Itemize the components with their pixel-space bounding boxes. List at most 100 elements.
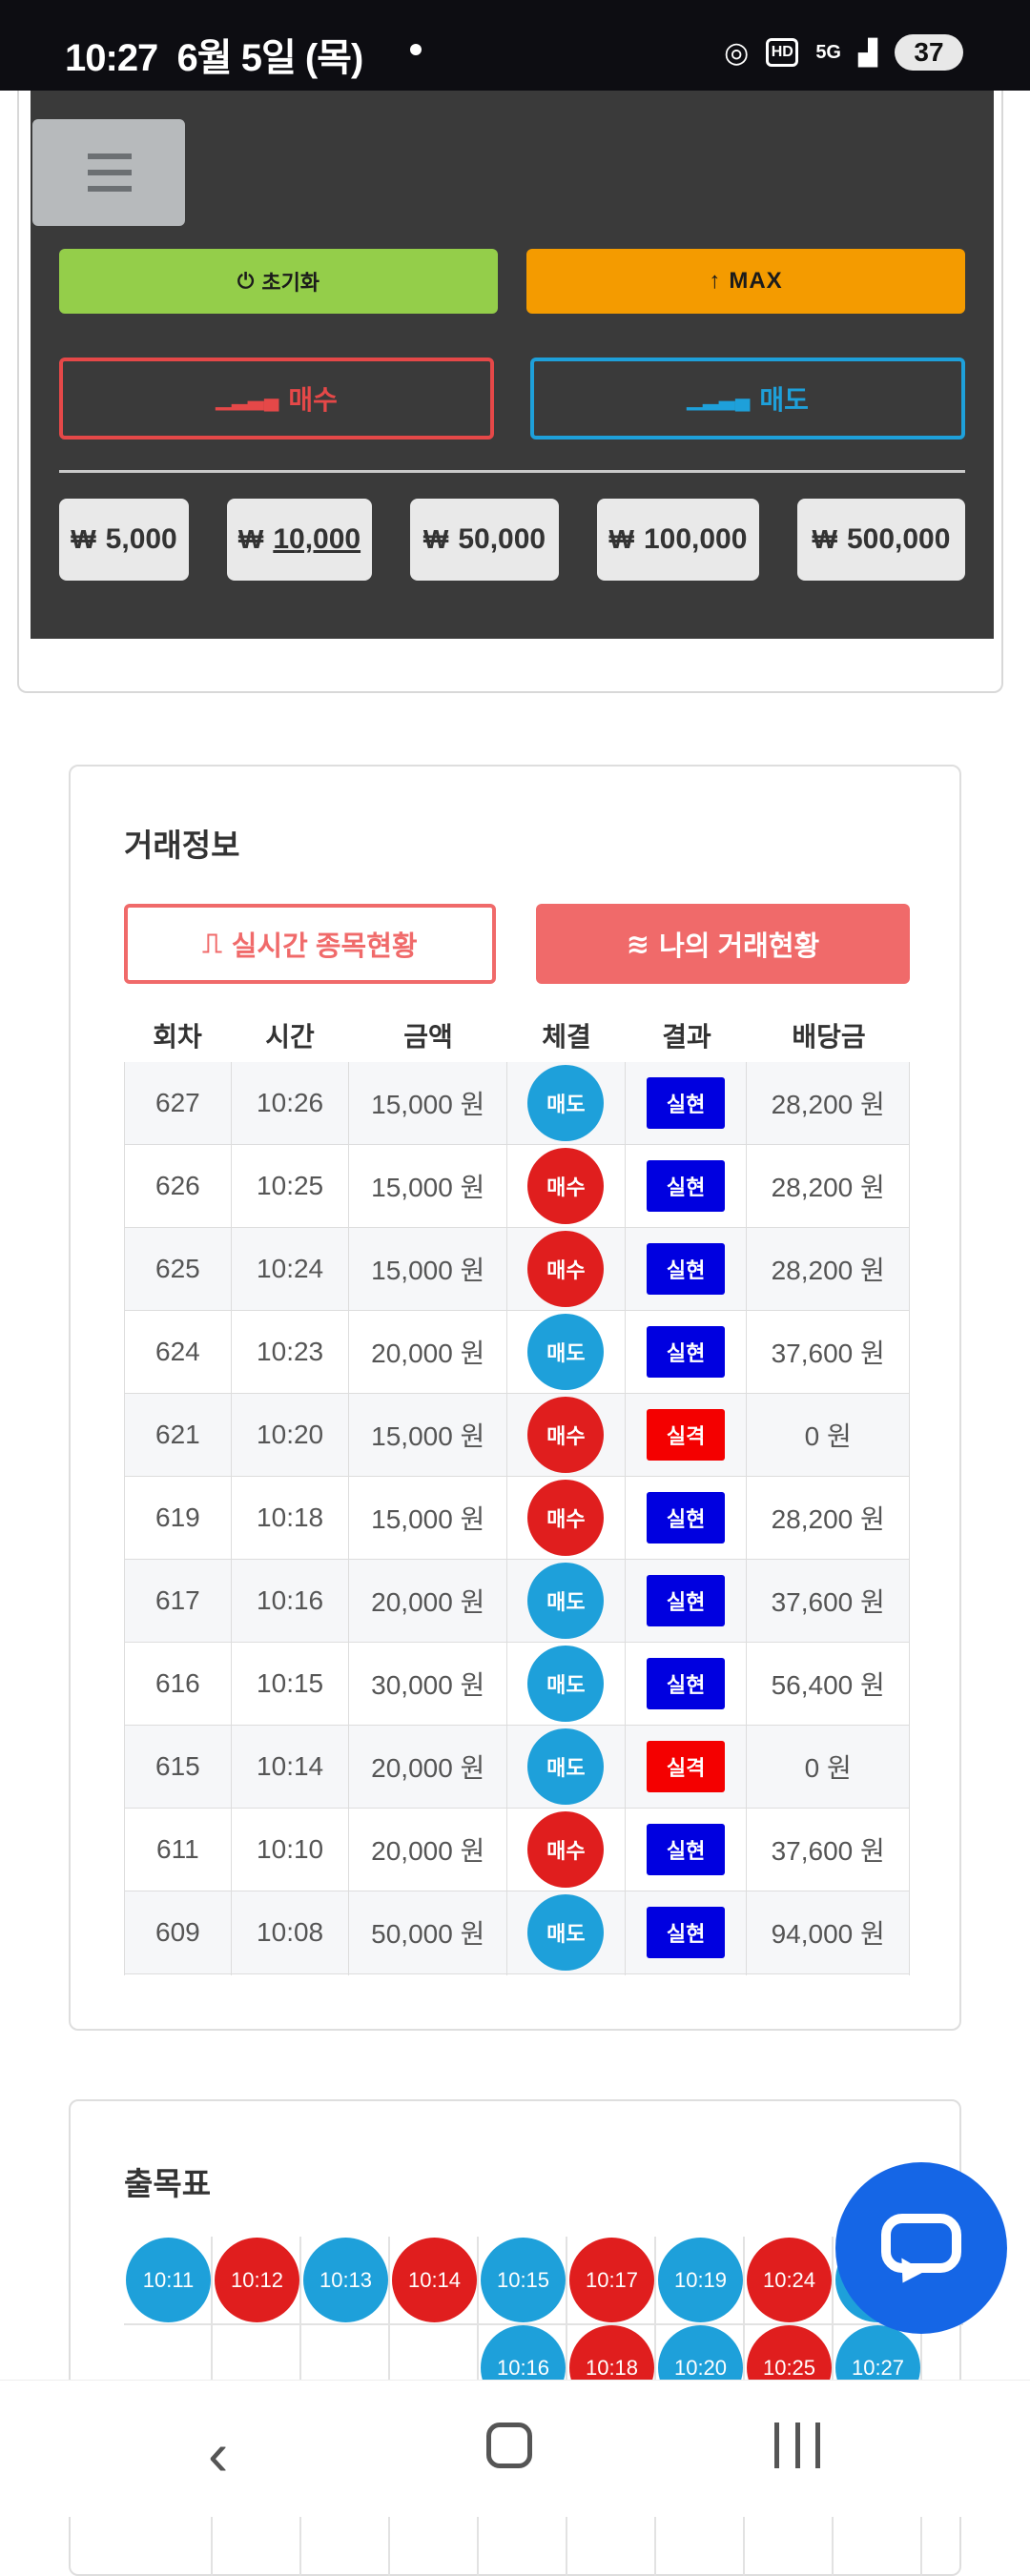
cell-time: 10:15	[232, 1643, 350, 1725]
side-badge: 매수	[527, 1480, 605, 1556]
result-ball: 10:24	[747, 2238, 832, 2322]
amount-label: 100,000	[643, 523, 748, 555]
result-badge: 실격	[647, 1741, 726, 1792]
cell-payout: 56,400 원	[771, 1670, 885, 1700]
recent-bar	[815, 2423, 820, 2468]
amount-label: 50,000	[458, 523, 546, 555]
amount-button-10000[interactable]: ₩10,000	[227, 499, 372, 581]
cell	[232, 1974, 350, 1975]
cell-round: 616	[125, 1643, 232, 1725]
buy-button[interactable]: ▁▂▃▄ 매수	[59, 358, 494, 440]
side-badge: 매도	[527, 1314, 605, 1390]
table-row: 617 10:16 20,000 원 매도 실현 37,600 원	[125, 1560, 909, 1643]
cell-amount: 30,000 원	[349, 1643, 508, 1725]
cell-round: 617	[125, 1560, 232, 1642]
cell-amount: 15,000 원	[349, 1062, 508, 1144]
menu-icon	[88, 153, 132, 159]
hotspot-icon: ◎	[724, 36, 750, 69]
result-grid[interactable]: 10:11 10:12 10:13 10:14 10:15 10:16 10:17 10:18…	[124, 2237, 963, 2576]
amount-button-100000[interactable]: ₩100,000	[597, 499, 759, 581]
divider	[59, 470, 965, 473]
max-button[interactable]: ↑ MAX	[526, 249, 965, 314]
won-icon: ₩	[237, 524, 264, 554]
cell-round: 624	[125, 1311, 232, 1393]
cell-payout: 37,600 원	[771, 1836, 885, 1866]
sell-label: 매도	[759, 385, 809, 415]
cell-side: 매도	[507, 1311, 626, 1393]
cell-payout: 94,000 원	[771, 1919, 885, 1949]
hamburger-menu-button[interactable]	[32, 119, 185, 226]
control-panel-card: ⏻ 초기화 ↑ MAX ▁▂▃▄ 매수 ▁▂▃▄ 매도 ₩5,000 ₩10,0…	[17, 91, 1003, 693]
cell-result: 실현	[626, 1228, 748, 1310]
status-bar: 10:27 6월 5일 (목) ◎ HD 5G ▟ 37	[0, 0, 1030, 91]
cell-time: 10:25	[232, 1145, 350, 1227]
hd-icon: HD	[766, 38, 799, 67]
result-column: 10:13	[301, 2237, 390, 2576]
cell-payout: 0 원	[804, 1421, 852, 1451]
side-badge: 매수	[527, 1397, 605, 1473]
cell-time: 10:24	[232, 1228, 350, 1310]
col-round: 회차	[153, 1022, 202, 1052]
side-badge: 매도	[527, 1894, 605, 1971]
trade-info-card: 거래정보 ⎍ 실시간 종목현황 ≋ 나의 거래현황 회차 시간 금액 체결 결과…	[69, 765, 961, 2031]
cell-round: 611	[125, 1809, 232, 1891]
table-row: 615 10:14 20,000 원 매도 실격 0 원	[125, 1726, 909, 1809]
col-side: 체결	[542, 1022, 591, 1052]
result-badge: 실현	[647, 1824, 726, 1875]
home-icon[interactable]	[486, 2423, 532, 2468]
result-badge: 실격	[647, 1409, 726, 1461]
amount-button-50000[interactable]: ₩50,000	[410, 499, 559, 581]
cell-amount: 20,000 원	[349, 1311, 508, 1393]
result-badge: 실현	[647, 1492, 726, 1544]
reset-button[interactable]: ⏻ 초기화	[59, 249, 498, 314]
cell-result: 실현	[626, 1560, 748, 1642]
cell-time: 10:26	[232, 1062, 350, 1144]
cell-side: 매수	[507, 1477, 626, 1559]
table-row: 624 10:23 20,000 원 매도 실현 37,600 원	[125, 1311, 909, 1394]
won-icon: ₩	[608, 524, 634, 554]
col-time: 시간	[265, 1022, 315, 1052]
cell-side: 매도	[507, 1062, 626, 1144]
result-ball: 10:11	[126, 2238, 211, 2322]
cell-round: 625	[125, 1228, 232, 1310]
tab-live-status[interactable]: ⎍ 실시간 종목현황	[124, 904, 496, 984]
navigation-bar: ‹	[0, 2380, 1030, 2517]
result-ball: 10:15	[481, 2238, 566, 2322]
bars-icon: ▁▂▃▄	[216, 386, 279, 410]
result-badge: 실현	[647, 1575, 726, 1626]
cell	[507, 1974, 626, 1975]
result-ball: 10:13	[303, 2238, 388, 2322]
reset-label: 초기화	[261, 271, 320, 295]
result-ball: 10:19	[658, 2238, 743, 2322]
result-badge: 실현	[647, 1907, 726, 1958]
won-icon: ₩	[812, 524, 837, 554]
cell-amount: 15,000 원	[349, 1394, 508, 1476]
side-badge: 매도	[527, 1065, 605, 1141]
cell-side: 매도	[507, 1726, 626, 1808]
col-result: 결과	[662, 1022, 711, 1052]
trade-table-body[interactable]: 627 10:26 15,000 원 매도 실현 28,200 원 626 10:25 15,0…	[124, 1062, 910, 1975]
table-row: 621 10:20 15,000 원 매수 실격 0 원	[125, 1394, 909, 1477]
back-icon[interactable]: ‹	[208, 2420, 229, 2488]
cell-payout: 28,200 원	[771, 1090, 885, 1119]
side-badge: 매도	[527, 1646, 605, 1722]
tab-my-trades[interactable]: ≋ 나의 거래현황	[536, 904, 910, 984]
col-amount: 금액	[403, 1022, 453, 1052]
amount-button-500000[interactable]: ₩500,000	[797, 499, 965, 581]
list-icon: ≋	[626, 929, 650, 960]
bars-icon: ▁▂▃▄	[687, 386, 751, 410]
table-row	[125, 1974, 909, 1975]
side-badge: 매수	[527, 1148, 605, 1224]
amount-label: 10,000	[273, 523, 361, 555]
max-label: MAX	[729, 268, 783, 294]
cell-amount: 20,000 원	[349, 1560, 508, 1642]
sell-button[interactable]: ▁▂▃▄ 매도	[530, 358, 965, 440]
notification-dot	[410, 44, 422, 55]
chat-button[interactable]	[835, 2162, 1007, 2334]
amount-button-5000[interactable]: ₩5,000	[59, 499, 189, 581]
recent-apps-icon[interactable]	[774, 2423, 820, 2468]
result-badge: 실현	[647, 1326, 726, 1378]
result-ball: 10:14	[392, 2238, 477, 2322]
cell-amount: 15,000 원	[349, 1228, 508, 1310]
result-badge: 실현	[647, 1077, 726, 1129]
